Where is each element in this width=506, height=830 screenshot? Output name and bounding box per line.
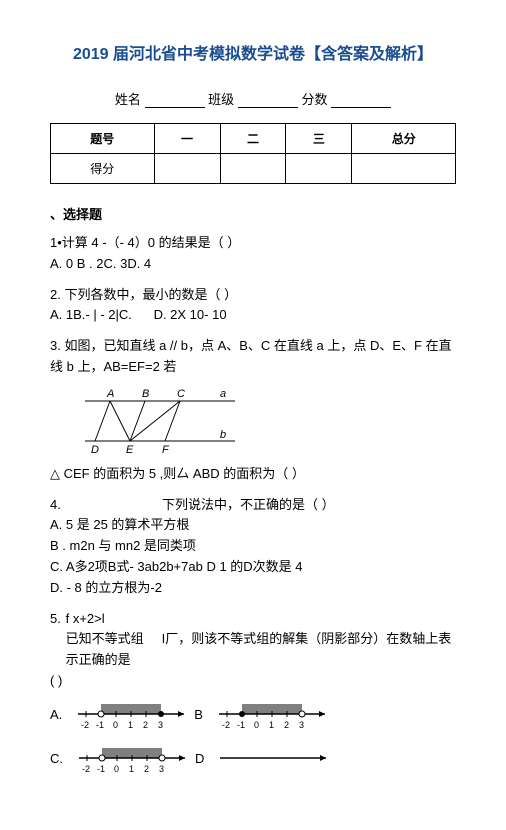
th-1: 一 <box>154 124 220 154</box>
q2-opts-b: D. 2X 10- 10 <box>154 307 227 322</box>
td-3 <box>286 154 352 184</box>
q1-text: 1•计算 4 -（- 4）0 的结果是（ ） <box>50 233 456 254</box>
q2-text: 2. 下列各数中，最小的数是（ ） <box>50 285 456 306</box>
svg-text:-2: -2 <box>81 720 89 730</box>
svg-text:-2: -2 <box>82 764 90 774</box>
numline-b: -2 -1 0123 <box>217 700 327 732</box>
svg-text:-1: -1 <box>97 764 105 774</box>
name-label: 姓名 <box>115 92 141 107</box>
svg-text:2: 2 <box>143 720 148 730</box>
q5-num: 5. <box>50 609 66 630</box>
score-label: 分数 <box>301 92 327 107</box>
svg-text:3: 3 <box>158 720 163 730</box>
q4-text: 下列说法中，不正确的是（ ） <box>162 497 335 512</box>
th-total: 总分 <box>352 124 456 154</box>
question-3: 3. 如图，已知直线 a // b，点 A、B、C 在直线 a 上，点 D、E、… <box>50 336 456 484</box>
svg-text:2: 2 <box>144 764 149 774</box>
class-label: 班级 <box>208 92 234 107</box>
svg-text:1: 1 <box>129 764 134 774</box>
td-2 <box>220 154 286 184</box>
svg-text:0: 0 <box>114 764 119 774</box>
table-header-row: 题号 一 二 三 总分 <box>51 124 456 154</box>
svg-text:B: B <box>142 388 149 400</box>
name-blank <box>145 93 205 108</box>
svg-text:-1: -1 <box>237 720 245 730</box>
q4-a: A. 5 是 25 的算术平方根 <box>50 515 456 536</box>
svg-text:1: 1 <box>269 720 274 730</box>
svg-text:1: 1 <box>128 720 133 730</box>
q4-b: B . m2n 与 mn2 是同类项 <box>50 536 456 557</box>
q5-text1: 已知不等式组 <box>66 631 144 646</box>
q5-a-label: A. <box>50 705 62 726</box>
th-2: 二 <box>220 124 286 154</box>
score-table: 题号 一 二 三 总分 得分 <box>50 123 456 184</box>
score-blank <box>331 93 391 108</box>
svg-text:0: 0 <box>113 720 118 730</box>
th-num: 题号 <box>51 124 155 154</box>
q3-diagram: A B C a D E F b <box>80 386 456 456</box>
q5-paren: ( ) <box>50 671 456 692</box>
svg-text:b: b <box>220 429 226 441</box>
svg-text:2: 2 <box>284 720 289 730</box>
td-1 <box>154 154 220 184</box>
q5-b-label: B <box>194 705 203 726</box>
svg-text:C: C <box>177 388 185 400</box>
section-1-title: 、选择题 <box>50 204 456 223</box>
page-title: 2019 届河北省中考模拟数学试卷【含答案及解析】 <box>50 40 456 64</box>
svg-text:F: F <box>162 444 170 456</box>
svg-text:-2: -2 <box>222 720 230 730</box>
q4-d: D. - 8 的立方根为-2 <box>50 578 456 599</box>
q5-frac: f x+2>l <box>66 609 456 630</box>
class-blank <box>238 93 298 108</box>
td-label: 得分 <box>51 154 155 184</box>
svg-text:E: E <box>126 444 134 456</box>
q4-row: 4. 下列说法中，不正确的是（ ） <box>50 495 456 516</box>
q5-d-label: D <box>195 749 204 770</box>
svg-text:3: 3 <box>159 764 164 774</box>
numline-c: -2 -1 0123 <box>77 744 187 776</box>
svg-text:a: a <box>220 388 226 400</box>
q5-row-cd: C. -2 -1 0123 D <box>50 740 456 780</box>
q5-line1: 已知不等式组 I厂，则该不等式组的解集（阴影部分）在数轴上表示正确的是 <box>66 629 456 671</box>
svg-text:0: 0 <box>254 720 259 730</box>
svg-text:D: D <box>91 444 99 456</box>
q5-c-label: C. <box>50 749 63 770</box>
question-5: 5. f x+2>l 已知不等式组 I厂，则该不等式组的解集（阴影部分）在数轴上… <box>50 609 456 780</box>
td-total <box>352 154 456 184</box>
q1-opts: A. 0 B . 2C. 3D. 4 <box>50 254 456 275</box>
svg-text:3: 3 <box>299 720 304 730</box>
q5-row-ab: A. -2-10123 B -2-10123 <box>50 696 456 736</box>
question-4: 4. 下列说法中，不正确的是（ ） A. 5 是 25 的算术平方根 B . m… <box>50 495 456 599</box>
q3-text: 3. 如图，已知直线 a // b，点 A、B、C 在直线 a 上，点 D、E、… <box>50 336 456 378</box>
q4-c: C. A多2项B式- 3ab2b+7ab D 1 的D次数是 4 <box>50 557 456 578</box>
question-2: 2. 下列各数中，最小的数是（ ） A. 1B.- | - 2|C. D. 2X… <box>50 285 456 327</box>
q2-opts-a: A. 1B.- | - 2|C. <box>50 307 132 322</box>
q4-num: 4. <box>50 497 61 512</box>
q2-opts: A. 1B.- | - 2|C. D. 2X 10- 10 <box>50 305 456 326</box>
svg-text:-1: -1 <box>96 720 104 730</box>
svg-text:A: A <box>106 388 114 400</box>
q3-text2: △ CEF 的面积为 5 ,则厶 ABD 的面积为（ ） <box>50 464 456 485</box>
numline-d <box>218 744 328 776</box>
student-info-line: 姓名 班级 分数 <box>50 89 456 108</box>
table-score-row: 得分 <box>51 154 456 184</box>
th-3: 三 <box>286 124 352 154</box>
question-1: 1•计算 4 -（- 4）0 的结果是（ ） A. 0 B . 2C. 3D. … <box>50 233 456 275</box>
numline-a: -2 -1 0123 <box>76 700 186 732</box>
